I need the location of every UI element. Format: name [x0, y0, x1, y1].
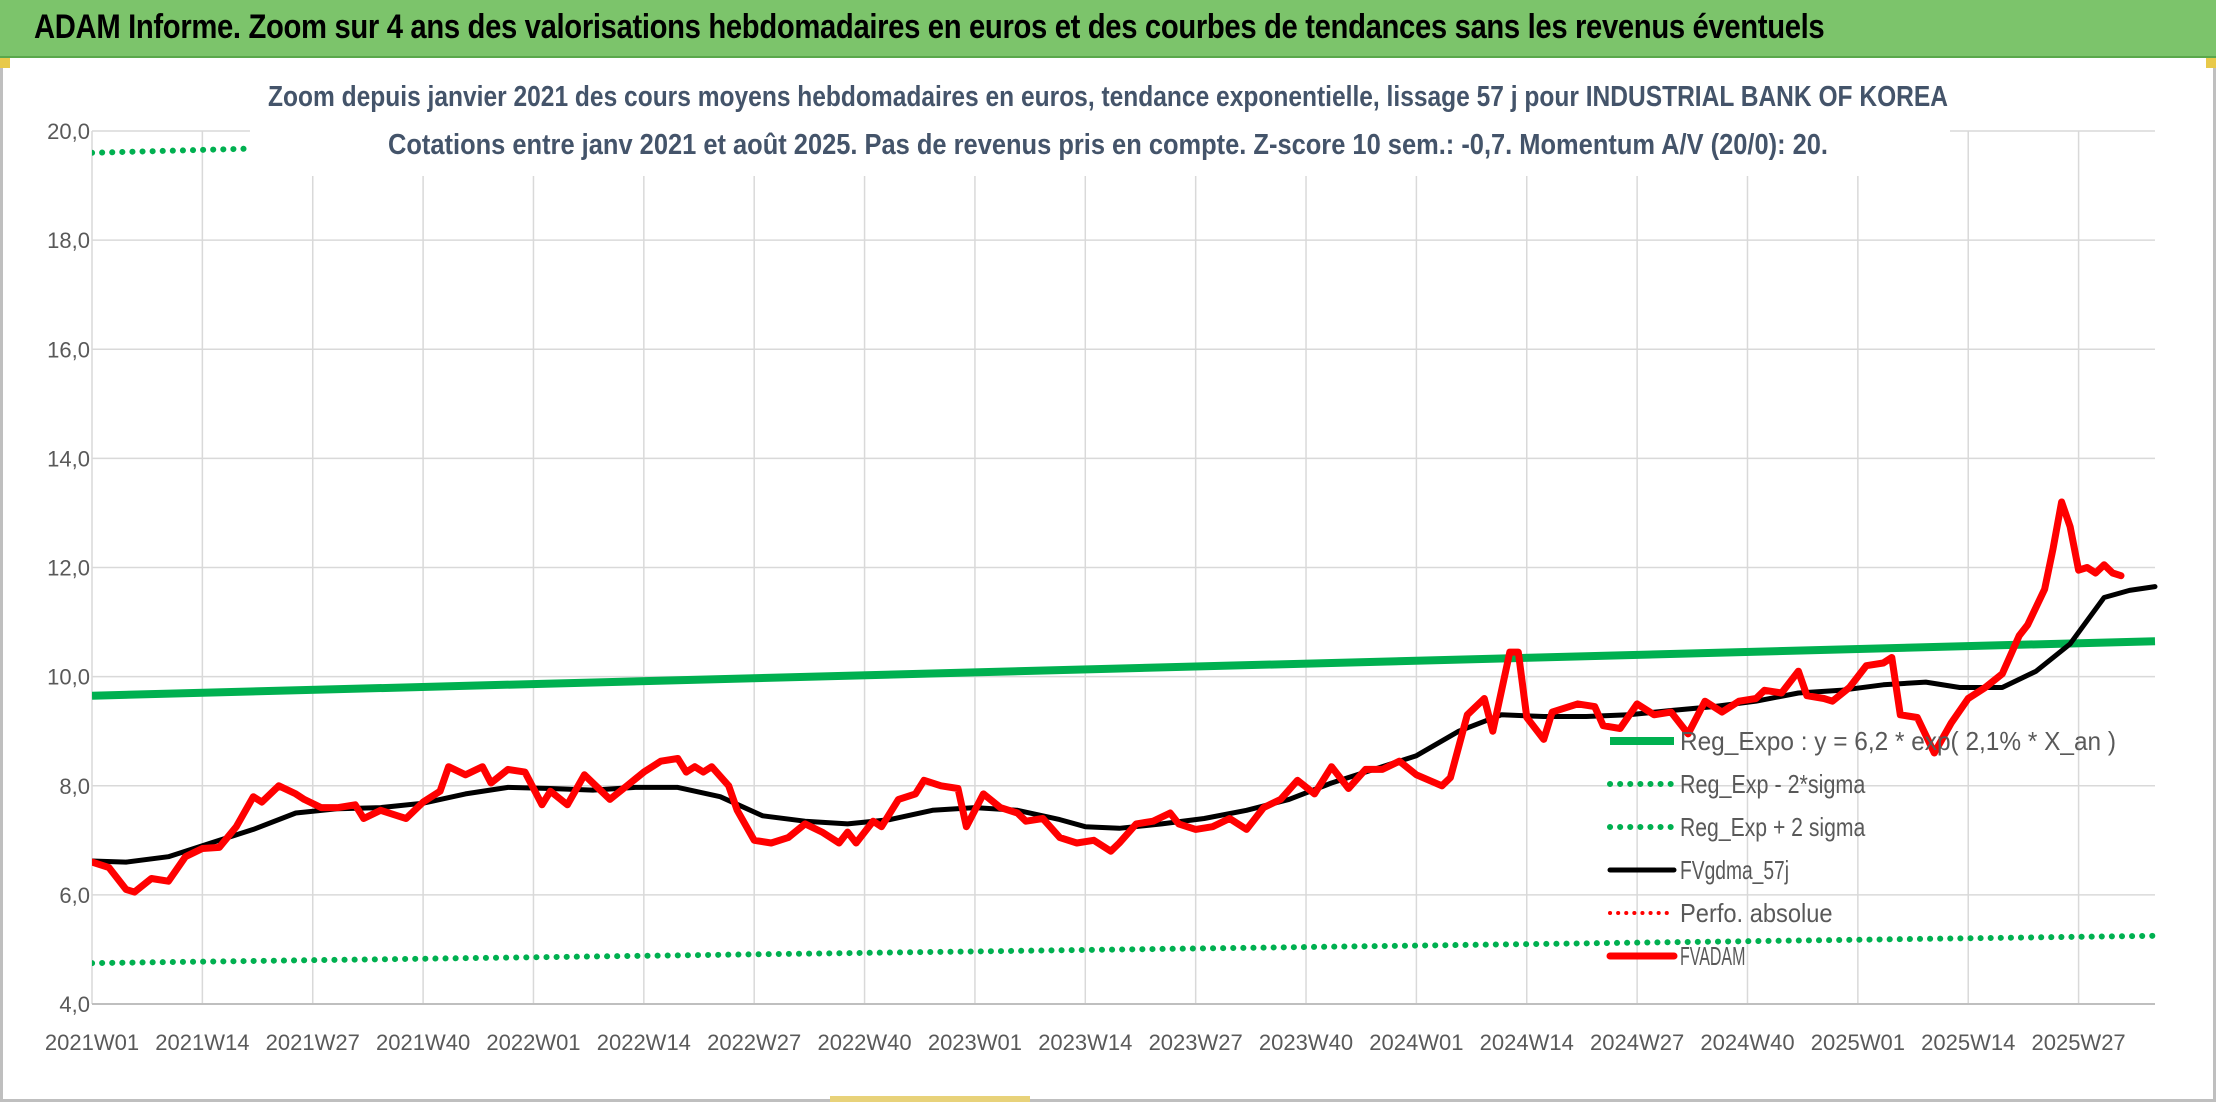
chart-title-line1: Zoom depuis janvier 2021 des cours moyen…: [268, 81, 1948, 113]
y-tick-label: 14,0: [47, 446, 90, 471]
legend-label-reg_plus: Reg_Exp + 2 sigma: [1680, 812, 1866, 842]
corner-marker-left: [0, 58, 10, 68]
bottom-marker: [830, 1096, 1030, 1102]
title-backdrop: [250, 58, 1950, 176]
y-tick-label: 20,0: [47, 119, 90, 144]
chart-title-line2: Cotations entre janv 2021 et août 2025. …: [388, 129, 1828, 161]
series-line-fvadam: [92, 498, 2125, 896]
x-tick-label: 2024W40: [1700, 1030, 1794, 1055]
x-tick-label: 2021W01: [45, 1030, 139, 1055]
banner-title: ADAM Informe. Zoom sur 4 ans des valoris…: [34, 8, 1825, 46]
x-tick-label: 2023W01: [928, 1030, 1022, 1055]
legend-label-fvgdma: FVgdma_57j: [1680, 855, 1789, 885]
x-axis-tick-labels: 2021W01 2021W14 2021W27 2021W40 2022W01 2022W…: [45, 1030, 2126, 1055]
x-tick-label: 2023W40: [1259, 1030, 1353, 1055]
legend-label-reg_minus: Reg_Exp - 2*sigma: [1680, 769, 1866, 799]
y-tick-label: 12,0: [47, 556, 90, 581]
x-tick-label: 2024W27: [1590, 1030, 1684, 1055]
x-tick-label: 2021W14: [155, 1030, 249, 1055]
x-tick-label: 2022W27: [707, 1030, 801, 1055]
y-tick-label: 16,0: [47, 337, 90, 362]
corner-marker-right: [2206, 58, 2216, 68]
report-banner: ADAM Informe. Zoom sur 4 ans des valoris…: [0, 0, 2216, 58]
x-tick-label: 2023W27: [1149, 1030, 1243, 1055]
series-line-reg_expo: [92, 637, 2156, 700]
gridlines: [91, 130, 2155, 1005]
y-tick-label: 4,0: [59, 992, 90, 1017]
x-tick-label: 2024W01: [1369, 1030, 1463, 1055]
price-chart: 4,0 6,0 8,0 10,0 12,0 14,0 16,0 18,0 20,0 2021W0…: [45, 58, 2158, 1055]
y-tick-label: 6,0: [59, 883, 90, 908]
x-tick-label: 2025W27: [2031, 1030, 2125, 1055]
y-tick-label: 8,0: [59, 774, 90, 799]
y-axis-tick-labels: 4,0 6,0 8,0 10,0 12,0 14,0 16,0 18,0 20,0: [47, 119, 90, 1017]
legend-label-reg_expo: Reg_Expo : y = 6,2 * exp( 2,1% * X_an ): [1680, 726, 2116, 756]
legend-label-perfo: Perfo. absolue: [1680, 898, 1833, 928]
x-tick-label: 2022W40: [817, 1030, 911, 1055]
x-tick-label: 2024W14: [1480, 1030, 1574, 1055]
x-tick-label: 2021W40: [376, 1030, 470, 1055]
x-tick-label: 2021W27: [266, 1030, 360, 1055]
x-tick-label: 2022W01: [486, 1030, 580, 1055]
x-tick-label: 2025W01: [1811, 1030, 1905, 1055]
series-line-reg_minus: [92, 932, 2158, 967]
legend-label-fvadam: FVADAM: [1680, 941, 1745, 971]
x-tick-label: 2022W14: [597, 1030, 691, 1055]
chart-title-block: Zoom depuis janvier 2021 des cours moyen…: [250, 58, 1950, 176]
chart-legend: Reg_Expo : y = 6,2 * exp( 2,1% * X_an ) R…: [1606, 726, 2116, 971]
x-tick-label: 2023W14: [1038, 1030, 1132, 1055]
x-tick-label: 2025W14: [1921, 1030, 2015, 1055]
y-tick-label: 18,0: [47, 228, 90, 253]
y-tick-label: 10,0: [47, 665, 90, 690]
